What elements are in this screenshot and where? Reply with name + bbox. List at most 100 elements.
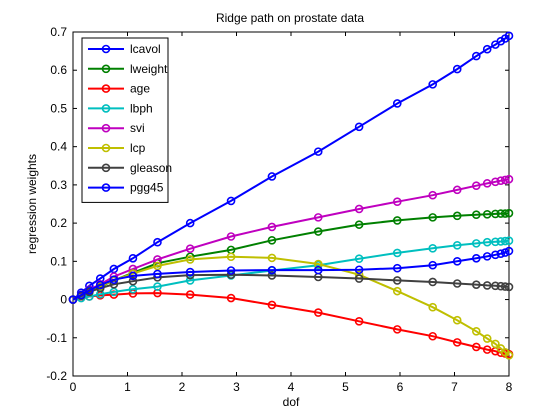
x-tick-label: 6 [397,380,404,394]
data-point-svi [267,222,277,232]
y-axis-label: regression weights [25,154,39,254]
data-point-gleason [471,280,481,289]
data-point-age [313,308,323,317]
x-axis-label: dof [283,395,300,409]
legend-label: lcp [130,141,146,155]
series-gleason [68,270,514,304]
data-point-gleason [428,277,438,287]
y-tick-label: 0.7 [50,25,67,39]
legend-swatch-marker [101,104,111,113]
x-tick-label: 7 [451,380,458,394]
data-point-pgg45 [109,275,119,284]
data-point-svi [452,185,462,195]
data-point-lweight [428,213,438,222]
data-point-lcp [471,326,481,336]
data-point-svi [496,176,506,185]
data-point-lcp [153,261,162,271]
data-point-gleason [482,281,492,290]
data-point-pgg45 [491,250,500,260]
data-point-svi [491,177,500,187]
data-point-pgg45 [153,269,162,279]
data-point-lbph [153,282,162,291]
data-point-pgg45 [313,265,323,275]
data-point-pgg45 [471,253,481,263]
data-point-gleason [500,282,510,291]
chart-title: Ridge path on prostate data [216,11,364,25]
legend-label: lbph [130,101,153,115]
data-point-lweight [267,236,277,245]
data-point-lcp [491,339,500,349]
data-point-lcavol [267,172,277,181]
data-point-lweight [313,227,323,236]
legend-item-lbph: lbph [88,101,153,115]
legend-swatch-marker [101,183,111,192]
legend-label: pgg45 [130,181,164,195]
data-point-gleason [128,276,138,286]
data-point-pgg45 [185,267,195,277]
data-point-pgg45 [128,271,138,281]
y-tick-label: 0.4 [50,140,67,154]
x-tick-label: 2 [179,380,186,394]
data-point-svi [313,213,323,222]
data-point-gleason [496,281,506,291]
data-point-pgg45 [452,257,462,266]
y-tick-label: -0.1 [46,331,67,345]
data-point-lcavol [428,80,438,89]
data-point-lweight [471,210,481,220]
legend-swatch-marker [101,44,111,54]
data-point-pgg45 [267,265,277,275]
data-point-age [226,293,236,303]
data-point-lbph [392,248,402,258]
legend-item-gleason: gleason [88,161,172,175]
data-point-pgg45 [504,246,514,256]
data-point-lbph [185,276,195,285]
y-tick-label: -0.2 [46,369,67,383]
data-point-age [267,300,277,310]
data-point-lcavol [452,64,462,74]
data-point-lweight [452,211,462,221]
data-point-pgg45 [76,290,86,300]
legend-swatch-marker [101,143,111,153]
data-point-svi [428,190,438,200]
y-tick-label: 0.3 [50,178,67,192]
legend-item-svi: svi [88,121,145,135]
data-point-lcp [226,252,236,262]
data-point-age [185,290,195,299]
y-tick-label: 0 [60,293,67,307]
x-tick-label: 1 [124,380,131,394]
data-point-gleason [392,276,402,285]
data-point-lcavol [504,31,514,41]
legend-label: lweight [130,62,168,76]
x-axis: 0 1 2 3 4 5 6 7 8 [70,32,513,394]
series-lcavol [68,31,514,304]
data-point-svi [392,197,402,207]
data-point-svi [504,174,514,184]
data-point-lcp [504,351,514,360]
data-point-lbph [504,236,514,245]
data-point-lcavol [226,196,236,206]
data-point-pgg45 [428,260,438,270]
legend-label: svi [130,121,145,135]
data-point-lcp [267,253,277,263]
x-tick-label: 5 [342,380,349,394]
data-point-lbph [354,254,364,263]
data-point-pgg45 [85,286,94,295]
data-point-lbph [128,284,138,294]
legend-item-lweight: lweight [88,62,168,76]
y-axis: -0.2 -0.1 0 0.1 0.2 0.3 0.4 0.5 0.6 0.7 [46,25,509,383]
data-point-age [482,345,492,354]
data-point-lbph [500,236,510,246]
data-point-lcavol [471,51,481,61]
data-point-lbph [95,289,105,299]
data-point-svi [354,204,364,214]
data-point-lbph [491,237,500,247]
data-point-svi [185,244,195,254]
data-point-gleason [491,281,500,291]
legend-box [81,37,169,203]
data-point-lbph [482,237,492,247]
data-point-svi [500,175,510,185]
data-point-svi [226,232,236,241]
data-point-lcavol [313,147,323,156]
y-tick-label: 0.6 [50,63,67,77]
data-point-lbph [452,240,462,250]
